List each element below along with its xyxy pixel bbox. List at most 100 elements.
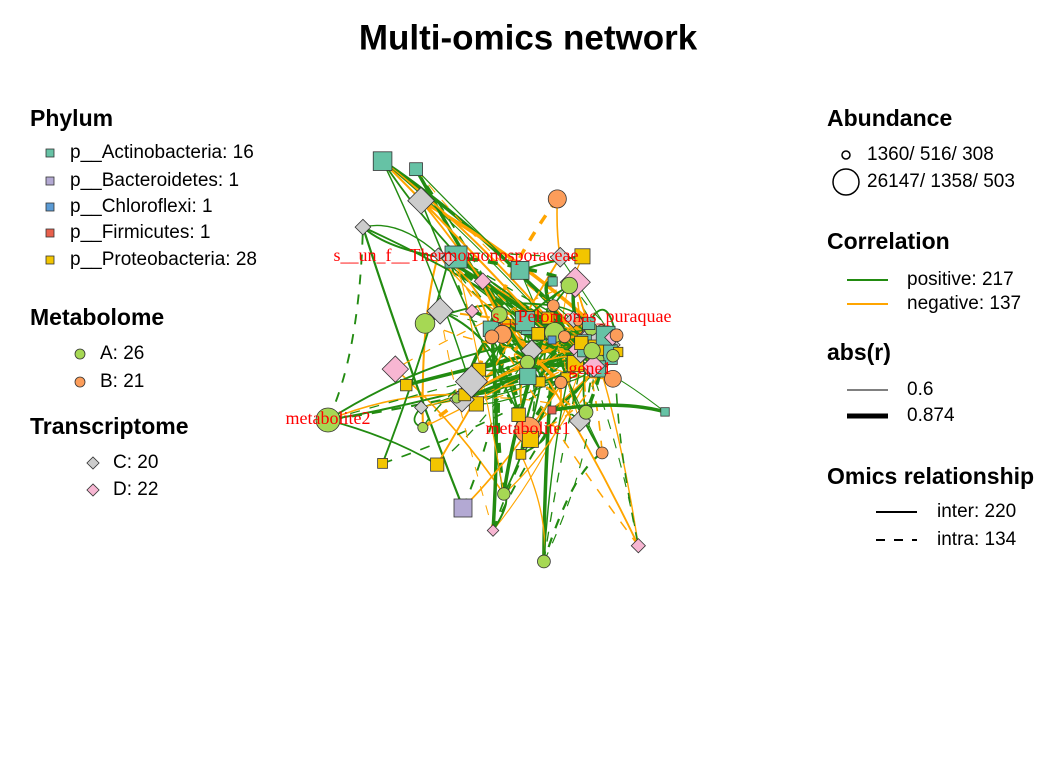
node <box>414 313 436 334</box>
edge <box>327 419 438 466</box>
node <box>547 299 560 312</box>
node <box>554 375 568 389</box>
node <box>547 276 558 287</box>
edge <box>415 168 541 383</box>
edge <box>361 226 465 509</box>
legend-symbol <box>45 176 55 186</box>
node <box>441 251 457 267</box>
legend-title: Omics relationship <box>827 463 1034 489</box>
edge <box>551 403 666 414</box>
node <box>407 186 435 215</box>
node <box>510 261 530 280</box>
legend-item: p__Actinobacteria: 16 <box>70 142 254 163</box>
node <box>630 538 646 554</box>
node-label: gene1 <box>569 358 612 378</box>
node <box>582 316 596 330</box>
node <box>521 430 539 448</box>
node <box>377 458 388 469</box>
edge <box>462 323 508 509</box>
node <box>426 297 454 325</box>
node <box>414 400 429 415</box>
title: Multi-omics network <box>359 18 698 57</box>
node <box>409 162 423 177</box>
node-label: s__un_f__Thermomonosporaceae <box>334 245 579 265</box>
node <box>430 457 445 472</box>
node <box>519 354 535 370</box>
legend-title: Correlation <box>827 228 950 254</box>
legend-symbol <box>74 376 86 388</box>
edge <box>395 281 576 370</box>
node <box>417 422 429 434</box>
node <box>354 218 372 236</box>
node <box>315 407 341 433</box>
legend-symbol <box>45 148 55 158</box>
edge <box>362 224 439 255</box>
node <box>547 189 567 209</box>
legend-title: Metabolome <box>30 304 164 330</box>
legend-symbol <box>86 456 100 470</box>
node <box>453 498 473 518</box>
node <box>547 335 557 345</box>
edge <box>439 309 520 416</box>
node <box>372 151 393 171</box>
legend-item: positive: 217 <box>907 269 1014 290</box>
node <box>558 330 571 344</box>
node <box>484 329 500 345</box>
legends: Phylum p__Actinobacteria: 16 p__Bacteroide… <box>30 105 1034 550</box>
edge <box>327 227 364 421</box>
edge <box>455 255 576 284</box>
node <box>582 354 606 378</box>
edge <box>382 376 567 465</box>
legend-item: inter: 220 <box>937 501 1016 522</box>
legend-title: abs(r) <box>827 339 891 365</box>
node-labels: s__un_f__Thermomonosporaceae s__Pelomonas… <box>286 245 672 438</box>
legend-item: B: 21 <box>100 371 144 392</box>
legend-item: C: 20 <box>113 452 158 473</box>
node <box>534 376 546 388</box>
edge <box>436 256 562 466</box>
edge <box>496 323 508 495</box>
legend-symbol <box>45 228 55 238</box>
node <box>515 449 527 460</box>
legend-item: p__Firmicutes: 1 <box>70 222 210 243</box>
node <box>595 446 609 460</box>
legend-item: intra: 134 <box>937 529 1017 550</box>
node <box>578 405 594 420</box>
node <box>574 335 589 350</box>
node <box>604 369 622 388</box>
node-label: metabolite1 <box>486 418 571 438</box>
node <box>486 524 500 537</box>
legend-title: Phylum <box>30 105 113 131</box>
legend-item: negative: 137 <box>907 293 1021 314</box>
edge <box>490 336 521 415</box>
legend-title: Transcriptome <box>30 413 189 439</box>
edge <box>420 200 529 431</box>
legend-item: 26147/ 1358/ 503 <box>867 171 1015 192</box>
node <box>519 367 537 386</box>
edge <box>552 305 614 380</box>
node <box>609 328 624 343</box>
legend-item: p__Proteobacteria: 28 <box>70 249 257 270</box>
node <box>400 378 413 392</box>
node <box>560 276 578 295</box>
edge <box>447 257 553 342</box>
node <box>511 407 526 422</box>
node <box>547 405 557 415</box>
legend-item: A: 26 <box>100 343 144 364</box>
node <box>431 247 446 262</box>
legend-symbol <box>86 483 100 497</box>
legend-item: p__Bacteroidetes: 1 <box>70 170 239 191</box>
node <box>549 246 571 268</box>
node <box>497 487 511 501</box>
edge <box>455 256 595 367</box>
legend-item: p__Chloroflexi: 1 <box>70 196 213 217</box>
node <box>464 303 480 319</box>
edge <box>415 168 554 307</box>
node <box>574 248 591 265</box>
legend-symbol <box>45 255 55 265</box>
legend-title: Abundance <box>827 105 952 131</box>
node-label: metabolite2 <box>286 408 371 428</box>
node <box>660 407 670 417</box>
node <box>573 316 583 327</box>
